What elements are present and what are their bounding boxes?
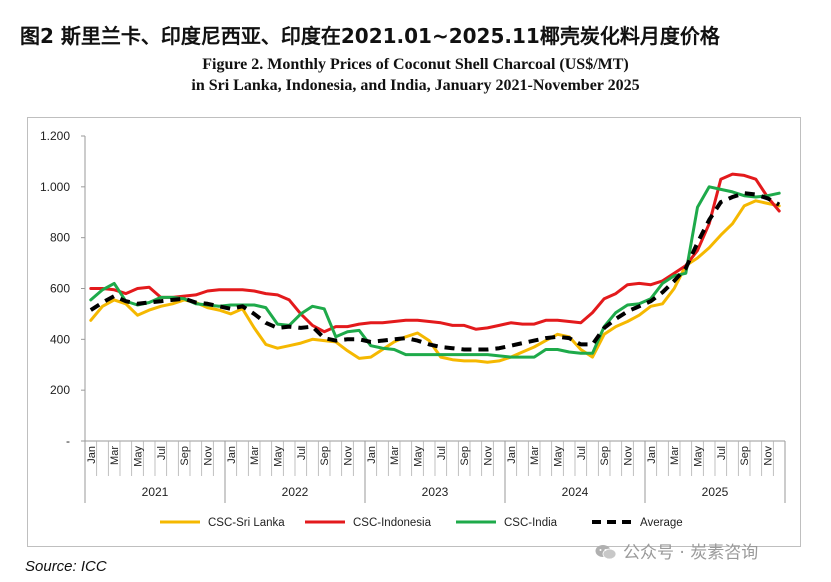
series-line-csc-indonesia (89, 172, 781, 334)
x-month-label: Mar (389, 446, 401, 465)
chart-title-english-line1: Figure 2. Monthly Prices of Coconut Shel… (202, 56, 629, 73)
x-month-label: Jul (296, 446, 308, 460)
x-month-label: Sep (319, 446, 331, 466)
y-tick-label: - (66, 434, 70, 448)
x-month-label: Jan (506, 446, 518, 464)
x-year-label: 2021 (142, 485, 169, 499)
y-tick-label: 600 (50, 282, 70, 296)
watermark: 公众号 · 炭素咨询 (595, 538, 758, 563)
y-tick-label: 200 (50, 383, 70, 397)
x-month-label: Jan (366, 446, 378, 464)
x-month-label: Jan (86, 446, 98, 464)
wechat-icon (595, 545, 617, 560)
x-month-label: Nov (483, 446, 495, 466)
x-month-label: Jul (576, 446, 588, 460)
chart-title-english-line2: in Sri Lanka, Indonesia, and India, Janu… (191, 77, 640, 94)
legend-label: CSC-Indonesia (353, 517, 432, 529)
chart-title-chinese: 图2 斯里兰卡、印度尼西亚、印度在2021.01~2025.11椰壳炭化料月度价… (20, 24, 720, 48)
x-month-label: Jan (226, 446, 238, 464)
watermark-text: 公众号 · 炭素咨询 (623, 543, 759, 563)
x-year-label: 2025 (702, 485, 729, 499)
y-tick-label: 1.000 (40, 180, 70, 194)
x-month-label: Sep (739, 446, 751, 466)
x-month-label: May (693, 446, 705, 467)
y-tick-label: 800 (50, 231, 70, 245)
legend-label: Average (640, 517, 683, 529)
x-month-label: Sep (599, 446, 611, 466)
x-month-label: Mar (529, 446, 541, 465)
legend-label: CSC-India (504, 517, 558, 529)
x-month-label: Nov (343, 446, 355, 466)
series-line-csc-sri-lanka (89, 199, 781, 364)
x-month-label: Nov (623, 446, 635, 466)
x-month-label: Jul (436, 446, 448, 460)
series-line-average (89, 191, 781, 352)
y-tick-label: 400 (50, 332, 70, 346)
source-note: Source: ICC (25, 558, 107, 575)
x-month-label: Sep (179, 446, 191, 466)
chart-area (27, 117, 801, 547)
legend-label: CSC-Sri Lanka (208, 517, 285, 529)
x-month-label: Nov (203, 446, 215, 466)
x-month-label: Jul (156, 446, 168, 460)
y-tick-label: 1.200 (40, 129, 70, 143)
x-month-label: Jan (646, 446, 658, 464)
x-month-label: Sep (459, 446, 471, 466)
x-month-label: Nov (763, 446, 775, 466)
x-month-label: Mar (109, 446, 121, 465)
x-year-label: 2023 (422, 485, 449, 499)
x-month-label: May (413, 446, 425, 467)
x-month-label: May (553, 446, 565, 467)
x-month-label: May (273, 446, 285, 467)
x-month-label: Mar (249, 446, 261, 465)
x-month-label: Mar (669, 446, 681, 465)
x-year-label: 2024 (562, 485, 589, 499)
x-year-label: 2022 (282, 485, 309, 499)
x-month-label: Jul (716, 446, 728, 460)
x-month-label: May (133, 446, 145, 467)
